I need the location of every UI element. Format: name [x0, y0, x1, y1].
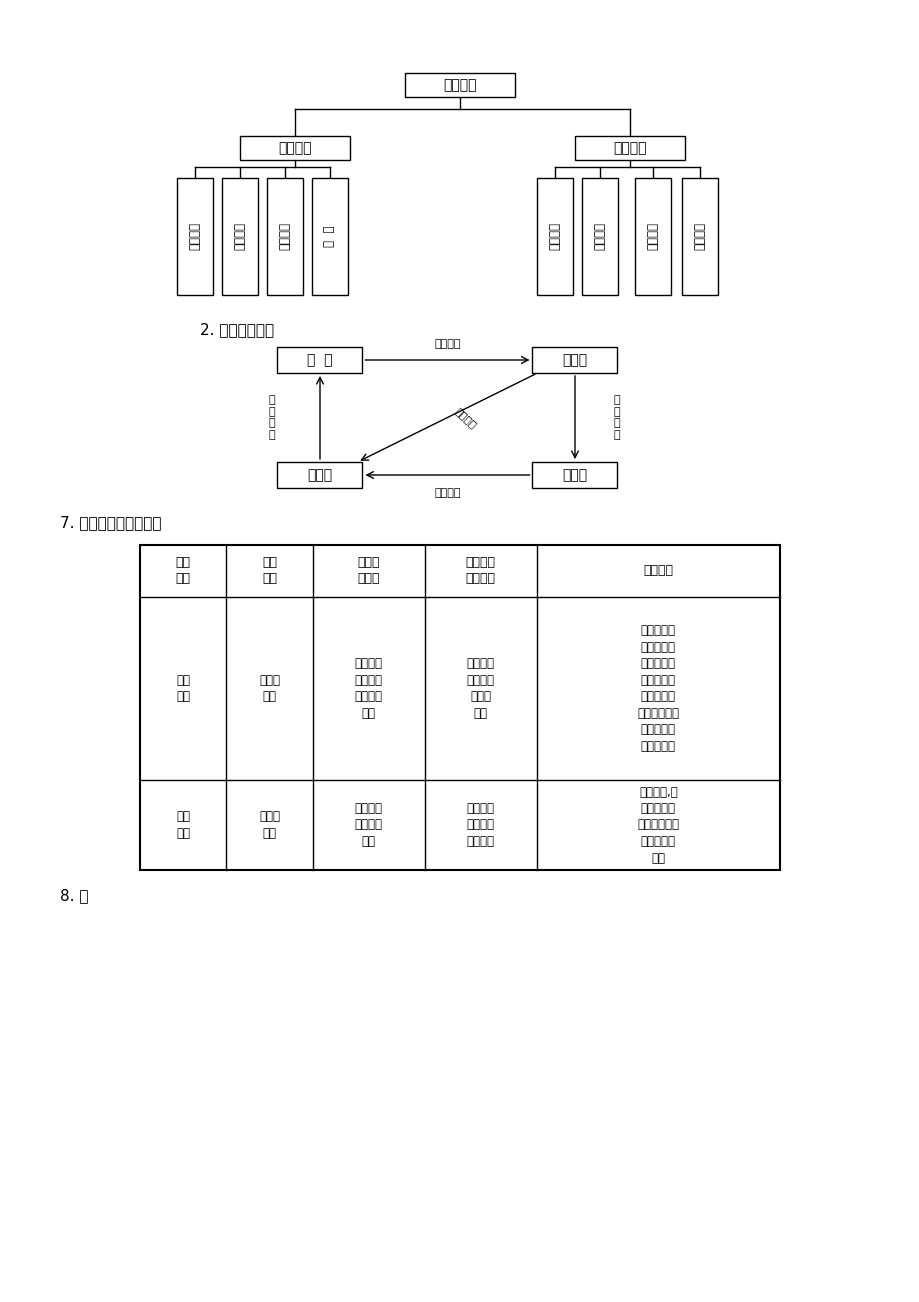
Text: 与地表
平行: 与地表 平行	[259, 673, 279, 703]
Text: 水平
运动: 水平 运动	[176, 673, 190, 703]
Text: 岩  浆: 岩 浆	[307, 353, 333, 367]
Text: 8. 山: 8. 山	[60, 888, 88, 904]
Text: 两者关系: 两者关系	[642, 565, 673, 578]
Text: 使岩层发
生水平位
移和弯曲
变形: 使岩层发 生水平位 移和弯曲 变形	[355, 658, 382, 720]
Text: 变质作用: 变质作用	[278, 223, 291, 250]
Text: 变质岩: 变质岩	[307, 467, 332, 482]
Text: 岩浆岩: 岩浆岩	[562, 353, 587, 367]
FancyBboxPatch shape	[278, 348, 362, 372]
Text: 高
温
熔
化: 高 温 熔 化	[268, 395, 275, 440]
Text: 对岩层
的影响: 对岩层 的影响	[357, 556, 380, 586]
Text: 水平运动和
垂直运动实
际上是相伴
发生的，在
不同区域和
不同时期，两
者常有主次
之分，但就: 水平运动和 垂直运动实 际上是相伴 发生的，在 不同区域和 不同时期，两 者常有…	[637, 624, 678, 753]
Text: 使地表高
低起伏和
海陆变迁: 使地表高 低起伏和 海陆变迁	[466, 802, 494, 848]
Text: 冷却凝固: 冷却凝固	[434, 339, 460, 349]
Text: 使岩层发
生隆起或
拗陷: 使岩层发 生隆起或 拗陷	[355, 802, 382, 848]
FancyBboxPatch shape	[574, 135, 685, 160]
Text: 风化作用: 风化作用	[548, 223, 561, 250]
FancyBboxPatch shape	[582, 178, 618, 296]
Text: 变质作用: 变质作用	[434, 488, 460, 497]
Text: 地质作用: 地质作用	[443, 78, 476, 92]
Text: 2. 地壳物质循环: 2. 地壳物质循环	[199, 322, 274, 337]
FancyBboxPatch shape	[267, 178, 302, 296]
Text: 对地表形
态的影响: 对地表形 态的影响	[465, 556, 495, 586]
Text: 侵
蚀
堆
积: 侵 蚀 堆 积	[613, 395, 619, 440]
FancyBboxPatch shape	[312, 178, 347, 296]
Bar	[140, 546, 779, 870]
Text: 岩浆活动: 岩浆活动	[188, 223, 201, 250]
Text: 变质作用: 变质作用	[452, 405, 478, 430]
Text: 垂直
运动: 垂直 运动	[176, 810, 190, 840]
Text: 堆积作用: 堆积作用	[693, 223, 706, 250]
Text: 7. 地壳运动与地表形态: 7. 地壳运动与地表形态	[60, 516, 162, 530]
Text: 运动
方向: 运动 方向	[262, 556, 277, 586]
Text: 地壳运动: 地壳运动	[233, 223, 246, 250]
Text: 内力作用: 内力作用	[278, 141, 312, 155]
Text: 形成断裂
带和巨大
的褶皱
山脉: 形成断裂 带和巨大 的褶皱 山脉	[466, 658, 494, 720]
FancyBboxPatch shape	[532, 462, 617, 488]
FancyBboxPatch shape	[240, 135, 349, 160]
FancyBboxPatch shape	[532, 348, 617, 372]
Text: 搬运作用: 搬运作用	[646, 223, 659, 250]
Text: 与地表
垂直: 与地表 垂直	[259, 810, 279, 840]
FancyBboxPatch shape	[634, 178, 670, 296]
Text: 地壳
运动: 地壳 运动	[176, 556, 190, 586]
FancyBboxPatch shape	[404, 73, 515, 98]
Text: 全球而言,地
壳运动以水
平运动为主，
以垂直运动
为辅: 全球而言,地 壳运动以水 平运动为主， 以垂直运动 为辅	[637, 785, 678, 865]
FancyBboxPatch shape	[221, 178, 257, 296]
Text: 侵蚀作用: 侵蚀作用	[593, 223, 606, 250]
Text: 外力作用: 外力作用	[613, 141, 646, 155]
FancyBboxPatch shape	[176, 178, 213, 296]
FancyBboxPatch shape	[681, 178, 717, 296]
Text: 地  震: 地 震	[323, 225, 336, 247]
Text: 沉积岩: 沉积岩	[562, 467, 587, 482]
FancyBboxPatch shape	[537, 178, 573, 296]
FancyBboxPatch shape	[278, 462, 362, 488]
